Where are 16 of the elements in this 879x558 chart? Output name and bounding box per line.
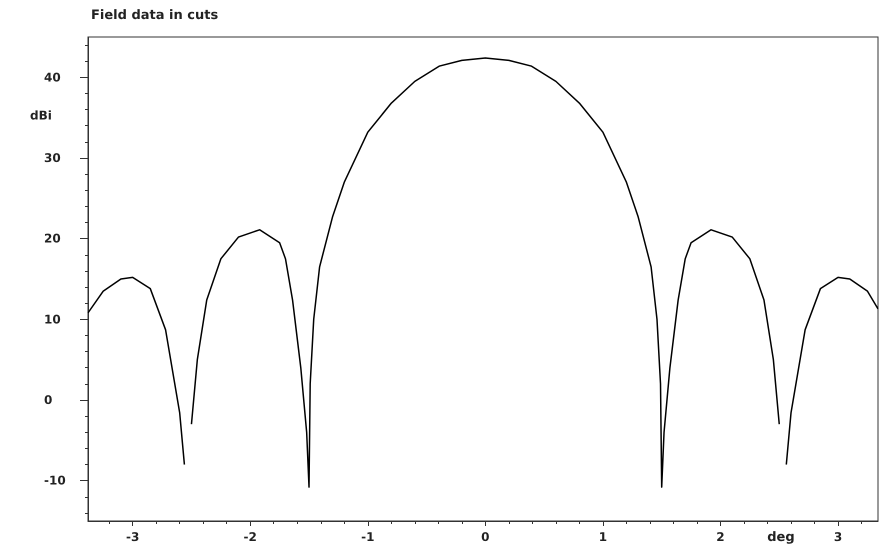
y-tick-label: 30 xyxy=(44,151,61,165)
x-axis-title: deg xyxy=(767,530,795,545)
x-tick-label: 2 xyxy=(716,530,725,544)
x-tick-label: -1 xyxy=(361,530,374,544)
x-tick-label: 3 xyxy=(834,530,842,544)
y-tick-label: 40 xyxy=(44,70,61,84)
y-axis-title: dBi xyxy=(30,108,52,123)
y-tick-label: 20 xyxy=(44,232,61,246)
y-tick-label: 0 xyxy=(44,393,52,407)
x-tick-label: -3 xyxy=(126,530,140,544)
x-tick-label: -2 xyxy=(244,530,257,544)
chart-title: Field data in cuts xyxy=(91,8,218,23)
y-tick-label: -10 xyxy=(44,474,66,488)
x-tick-label: 1 xyxy=(598,530,608,544)
y-tick-label: 10 xyxy=(44,312,61,326)
x-tick-label: 0 xyxy=(481,530,490,544)
